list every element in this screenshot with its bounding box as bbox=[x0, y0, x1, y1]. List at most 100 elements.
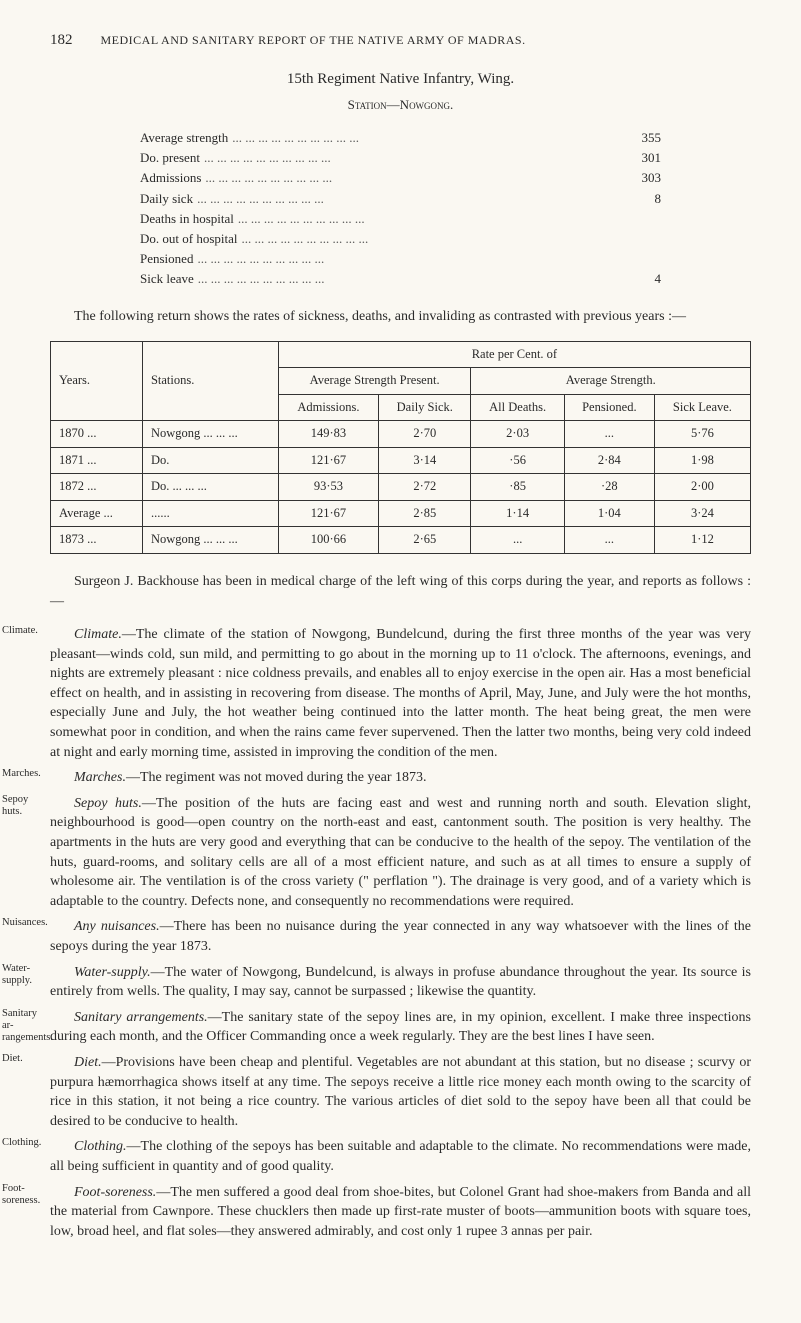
table-cell: 2·00 bbox=[654, 474, 750, 501]
table-cell: 2·70 bbox=[379, 421, 471, 448]
stat-value: 303 bbox=[625, 168, 661, 188]
margin-block: Sanitary ar- rangements.Sanitary arrange… bbox=[50, 1008, 751, 1047]
stat-dots: ... ... ... ... ... ... ... ... ... ... bbox=[234, 209, 625, 229]
table-row: 1870 ...Nowgong ... ... ...149·832·702·0… bbox=[51, 421, 751, 448]
margin-body: —The men suffered a good deal from shoe-… bbox=[50, 1185, 751, 1239]
stat-label: Do. present bbox=[140, 148, 200, 168]
margin-heading: Water-supply. bbox=[74, 965, 151, 980]
intro-paragraph: The following return shows the rates of … bbox=[50, 307, 751, 327]
table-cell: 1·04 bbox=[564, 500, 654, 527]
stat-label: Sick leave bbox=[140, 269, 194, 289]
stat-label: Admissions bbox=[140, 168, 201, 188]
table-cell: 93·53 bbox=[278, 474, 378, 501]
table-cell: 1873 ... bbox=[51, 527, 143, 554]
stat-label: Average strength bbox=[140, 128, 228, 148]
col-avg-present: Average Strength Present. bbox=[278, 368, 471, 395]
table-cell: ... bbox=[564, 527, 654, 554]
table-cell: 2·03 bbox=[471, 421, 564, 448]
table-cell: 1·12 bbox=[654, 527, 750, 554]
margin-heading: Sepoy huts. bbox=[74, 796, 142, 811]
margin-block: Climate.Climate.—The climate of the stat… bbox=[50, 625, 751, 762]
margin-text: Water-supply.—The water of Nowgong, Bund… bbox=[50, 963, 751, 1002]
table-cell: 1·14 bbox=[471, 500, 564, 527]
stat-value bbox=[625, 209, 661, 229]
margin-block: Nuisances.Any nuisances.—There has been … bbox=[50, 917, 751, 956]
col-sick-leave: Sick Leave. bbox=[654, 394, 750, 421]
margin-body: —The water of Nowgong, Bundelcund, is al… bbox=[50, 965, 751, 1000]
margin-label: Nuisances. bbox=[2, 917, 48, 929]
stat-row: Deaths in hospital... ... ... ... ... ..… bbox=[140, 209, 661, 229]
table-cell: Average ... bbox=[51, 500, 143, 527]
surgeon-paragraph: Surgeon J. Backhouse has been in medical… bbox=[50, 572, 751, 611]
margin-label: Marches. bbox=[2, 768, 48, 780]
table-cell: 149·83 bbox=[278, 421, 378, 448]
table-cell: 1872 ... bbox=[51, 474, 143, 501]
table-row: 1873 ...Nowgong ... ... ...100·662·65...… bbox=[51, 527, 751, 554]
margin-body: —The clothing of the sepoys has been sui… bbox=[50, 1139, 751, 1174]
col-daily-sick: Daily Sick. bbox=[379, 394, 471, 421]
margin-block: Sepoy huts.Sepoy huts.—The position of t… bbox=[50, 794, 751, 912]
stat-value: 355 bbox=[625, 128, 661, 148]
table-cell: 5·76 bbox=[654, 421, 750, 448]
table-cell: 1870 ... bbox=[51, 421, 143, 448]
stat-value: 4 bbox=[625, 269, 661, 289]
table-cell: 2·65 bbox=[379, 527, 471, 554]
margin-heading: Sanitary arrangements. bbox=[74, 1010, 208, 1025]
stat-row: Average strength... ... ... ... ... ... … bbox=[140, 128, 661, 148]
page-header: 182 MEDICAL AND SANITARY REPORT OF THE N… bbox=[50, 30, 751, 51]
stat-label: Pensioned bbox=[140, 249, 193, 269]
margin-heading: Diet. bbox=[74, 1055, 102, 1070]
table-cell: ...... bbox=[142, 500, 278, 527]
table-cell: Do. bbox=[142, 447, 278, 474]
margin-label: Foot-soreness. bbox=[2, 1183, 48, 1207]
table-cell: Do. ... ... ... bbox=[142, 474, 278, 501]
margin-text: Marches.—The regiment was not moved duri… bbox=[50, 768, 751, 788]
stat-dots: ... ... ... ... ... ... ... ... ... ... bbox=[193, 249, 625, 269]
stat-dots: ... ... ... ... ... ... ... ... ... ... bbox=[193, 189, 625, 209]
margin-sections: Climate.Climate.—The climate of the stat… bbox=[50, 625, 751, 1241]
table-cell: 3·14 bbox=[379, 447, 471, 474]
stat-label: Daily sick bbox=[140, 189, 193, 209]
margin-text: Diet.—Provisions have been cheap and ple… bbox=[50, 1053, 751, 1131]
stat-value bbox=[625, 229, 661, 249]
stat-row: Do. present... ... ... ... ... ... ... .… bbox=[140, 148, 661, 168]
table-cell: 121·67 bbox=[278, 500, 378, 527]
stat-dots: ... ... ... ... ... ... ... ... ... ... bbox=[238, 229, 626, 249]
margin-body: —The climate of the station of Nowgong, … bbox=[50, 627, 751, 760]
stat-value: 301 bbox=[625, 148, 661, 168]
margin-label: Sepoy huts. bbox=[2, 794, 48, 818]
table-cell: 1·98 bbox=[654, 447, 750, 474]
margin-block: Water-supply.Water-supply.—The water of … bbox=[50, 963, 751, 1002]
col-pensioned: Pensioned. bbox=[564, 394, 654, 421]
col-avg-strength: Average Strength. bbox=[471, 368, 751, 395]
stat-dots: ... ... ... ... ... ... ... ... ... ... bbox=[200, 148, 625, 168]
table-cell: ... bbox=[471, 527, 564, 554]
col-admissions: Admissions. bbox=[278, 394, 378, 421]
table-cell: ·85 bbox=[471, 474, 564, 501]
table-cell: 100·66 bbox=[278, 527, 378, 554]
table-row: 1871 ...Do.121·673·14·562·841·98 bbox=[51, 447, 751, 474]
col-super-rate: Rate per Cent. of bbox=[278, 341, 750, 368]
stat-row: Pensioned... ... ... ... ... ... ... ...… bbox=[140, 249, 661, 269]
margin-heading: Any nuisances. bbox=[74, 919, 160, 934]
table-cell: 2·84 bbox=[564, 447, 654, 474]
col-stations: Stations. bbox=[142, 341, 278, 421]
table-cell: 2·85 bbox=[379, 500, 471, 527]
margin-heading: Foot-soreness. bbox=[74, 1185, 156, 1200]
margin-heading: Clothing. bbox=[74, 1139, 127, 1154]
col-all-deaths: All Deaths. bbox=[471, 394, 564, 421]
margin-label: Diet. bbox=[2, 1053, 48, 1065]
rate-table: Years. Stations. Rate per Cent. of Avera… bbox=[50, 341, 751, 554]
table-cell: ·28 bbox=[564, 474, 654, 501]
margin-text: Clothing.—The clothing of the sepoys has… bbox=[50, 1137, 751, 1176]
margin-text: Any nuisances.—There has been no nuisanc… bbox=[50, 917, 751, 956]
stat-label: Do. out of hospital bbox=[140, 229, 238, 249]
stat-row: Sick leave... ... ... ... ... ... ... ..… bbox=[140, 269, 661, 289]
margin-label: Clothing. bbox=[2, 1137, 48, 1149]
margin-text: Climate.—The climate of the station of N… bbox=[50, 625, 751, 762]
col-years: Years. bbox=[51, 341, 143, 421]
margin-body: —The regiment was not moved during the y… bbox=[126, 770, 427, 785]
table-cell: Nowgong ... ... ... bbox=[142, 421, 278, 448]
margin-heading: Marches. bbox=[74, 770, 126, 785]
stat-dots: ... ... ... ... ... ... ... ... ... ... bbox=[228, 128, 625, 148]
